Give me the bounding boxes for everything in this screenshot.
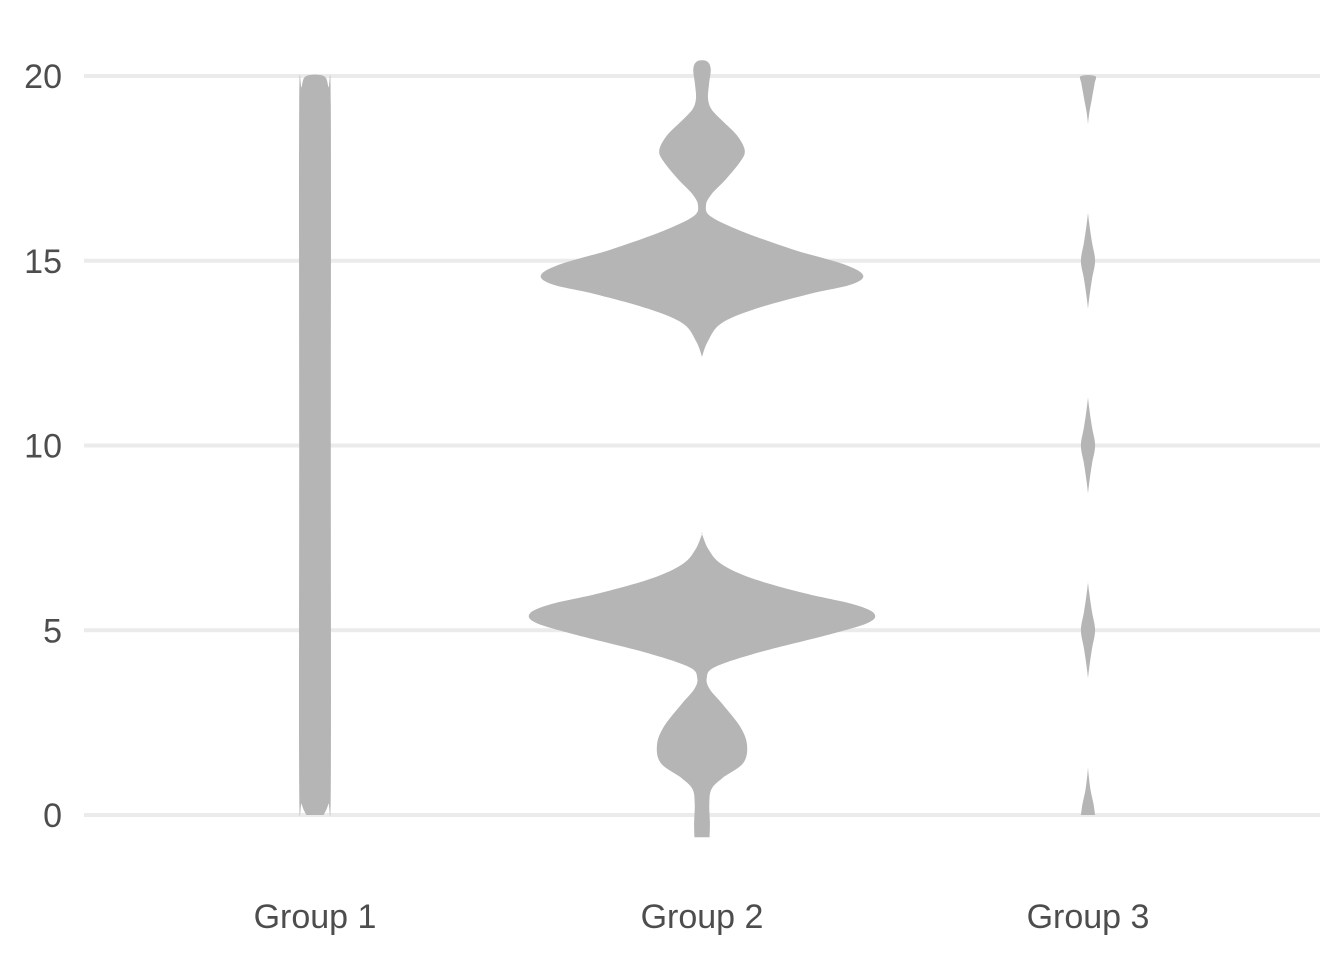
- x-tick-label-1: Group 1: [254, 898, 377, 936]
- y-tick-label-15: 15: [24, 243, 62, 281]
- y-axis-tick-labels: 0 5 10 15 20: [24, 58, 62, 835]
- violin-3-segment-9: [1079, 75, 1097, 124]
- x-tick-label-2: Group 2: [641, 898, 764, 936]
- y-tick-label-10: 10: [24, 428, 62, 466]
- violin-3-segment-7: [1080, 211, 1096, 309]
- violin-2-segment-1: [528, 532, 876, 838]
- violin-1-segment-1: [299, 74, 331, 817]
- x-tick-label-3: Group 3: [1027, 898, 1150, 936]
- violin-3-segment-5: [1080, 396, 1096, 494]
- y-tick-label-20: 20: [24, 58, 62, 96]
- x-axis-tick-labels: Group 1 Group 2 Group 3: [254, 898, 1150, 936]
- y-tick-label-5: 5: [43, 612, 62, 650]
- violin-2-segment-3: [540, 60, 864, 357]
- violins: [299, 60, 1097, 838]
- violin-3-segment-1: [1080, 766, 1096, 815]
- violin-3-segment-3: [1080, 580, 1096, 679]
- y-tick-label-0: 0: [43, 797, 62, 835]
